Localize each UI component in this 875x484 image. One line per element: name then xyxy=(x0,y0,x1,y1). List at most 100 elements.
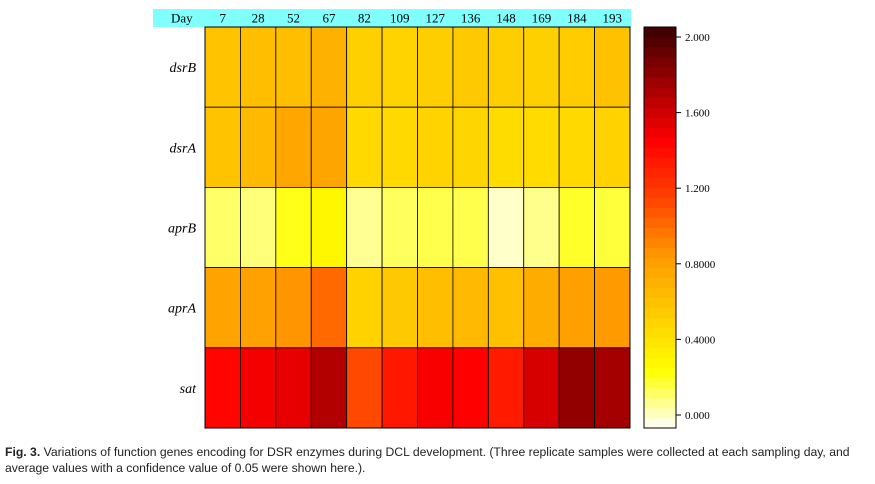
y-tick-label: aprA xyxy=(168,302,196,317)
colorbar-swatch xyxy=(644,237,676,248)
colorbar-swatch xyxy=(644,257,676,268)
x-tick-label: 136 xyxy=(461,11,481,26)
colorbar-swatch xyxy=(644,287,676,299)
heatmap-cell xyxy=(558,106,595,188)
heatmap-cell xyxy=(381,267,418,349)
heatmap-cell xyxy=(594,267,631,349)
heatmap-cell xyxy=(558,347,595,429)
heatmap-cell xyxy=(275,106,312,188)
colorbar-tick-label: 0.000 xyxy=(685,410,710,422)
x-tick-label: 28 xyxy=(252,11,265,26)
colorbar-swatch xyxy=(644,97,676,108)
colorbar-swatch xyxy=(644,407,676,419)
colorbar-swatch xyxy=(644,37,676,48)
colorbar-swatch xyxy=(644,187,676,198)
colorbar-swatch xyxy=(644,57,676,68)
colorbar-swatch xyxy=(644,27,676,38)
colorbar-swatch xyxy=(644,277,676,289)
heatmap-cell xyxy=(381,186,418,268)
colorbar-swatch xyxy=(644,367,676,379)
heatmap-cell xyxy=(452,186,489,268)
colorbar-tick-label: 2.000 xyxy=(685,32,710,44)
heatmap-cell xyxy=(381,26,418,108)
heatmap-cell xyxy=(594,186,631,268)
heatmap-cells xyxy=(204,26,631,429)
colorbar-swatch xyxy=(644,147,676,158)
heatmap-cell xyxy=(487,186,525,268)
heatmap-cell xyxy=(346,186,383,268)
heatmap-cell xyxy=(310,26,348,108)
colorbar-swatch xyxy=(644,307,676,319)
x-tick-label: 169 xyxy=(532,11,552,26)
heatmap-cell xyxy=(310,347,348,429)
heatmap-cell xyxy=(417,267,454,349)
heatmap-cell xyxy=(204,106,241,188)
colorbar-swatch xyxy=(644,337,676,349)
heatmap-cell xyxy=(523,267,560,349)
heatmap-cell xyxy=(417,106,454,188)
colorbar-tick-label: 1.200 xyxy=(685,183,710,195)
heatmap-cell xyxy=(240,267,277,349)
y-tick-labels: dsrB dsrA aprB aprA sat xyxy=(168,61,197,397)
heatmap-cell xyxy=(594,106,631,188)
heatmap-cell xyxy=(346,347,383,429)
colorbar-swatch xyxy=(644,417,676,429)
colorbar-tick-label: 0.4000 xyxy=(685,334,716,346)
colorbar-swatch xyxy=(644,267,676,279)
x-tick-label: 148 xyxy=(496,11,516,26)
colorbar-swatch xyxy=(644,227,676,238)
heatmap-cell xyxy=(346,106,383,188)
heatmap-cell xyxy=(310,267,348,349)
colorbar-border xyxy=(643,26,677,429)
colorbar-swatch xyxy=(644,177,676,188)
colorbar-swatch xyxy=(644,117,676,128)
colorbar-swatch xyxy=(644,347,676,359)
heatmap-cell xyxy=(346,26,383,108)
y-tick-label: dsrA xyxy=(170,141,197,156)
colorbar-swatch xyxy=(644,67,676,78)
x-tick-labels: 7 28 52 67 82 109 127 136 148 169 184 193 xyxy=(219,11,622,26)
heatmap-cell xyxy=(310,106,348,188)
colorbar-swatch xyxy=(644,167,676,178)
y-tick-label: aprB xyxy=(168,222,196,237)
heatmap-cell xyxy=(240,26,277,108)
heatmap-cell xyxy=(310,186,348,268)
heatmap-cell xyxy=(487,106,525,188)
colorbar-swatch xyxy=(644,247,676,258)
heatmap-cell xyxy=(275,186,312,268)
x-tick-label: 7 xyxy=(219,11,226,26)
colorbar-swatch xyxy=(644,197,676,208)
heatmap-cell xyxy=(523,186,560,268)
heatmap-cell xyxy=(417,26,454,108)
heatmap-cell xyxy=(417,186,454,268)
heatmap-cell xyxy=(240,106,277,188)
heatmap-cell xyxy=(594,26,631,108)
colorbar-swatch xyxy=(644,77,676,88)
heatmap-cell xyxy=(452,267,489,349)
heatmap-cell xyxy=(275,267,312,349)
colorbar-swatch xyxy=(644,207,676,218)
colorbar-swatch xyxy=(644,217,676,228)
y-tick-label: sat xyxy=(180,382,197,397)
heatmap-cell xyxy=(487,267,525,349)
heatmap-cell xyxy=(204,347,241,429)
caption-label: Fig. 3. xyxy=(5,445,41,459)
heatmap-cell xyxy=(452,26,489,108)
heatmap-cell xyxy=(240,186,277,268)
colorbar-swatch xyxy=(644,397,676,409)
x-tick-label: 67 xyxy=(322,11,336,26)
heatmap-cell xyxy=(381,347,418,429)
y-tick-label: dsrB xyxy=(170,61,197,76)
colorbar-swatch xyxy=(644,107,676,118)
heatmap-cell xyxy=(417,347,454,429)
x-tick-label: 193 xyxy=(603,11,623,26)
heatmap-cell xyxy=(275,347,312,429)
caption-text: Variations of function genes encoding fo… xyxy=(5,445,850,475)
colorbar-swatch xyxy=(644,377,676,389)
x-tick-label: 127 xyxy=(425,11,445,26)
heatmap-cell xyxy=(558,267,595,349)
x-tick-label: 109 xyxy=(390,11,410,26)
figure-caption: Fig. 3. Variations of function genes enc… xyxy=(5,444,870,476)
colorbar: 0.000 0.4000 0.8000 1.200 1.600 2.000 xyxy=(643,26,716,429)
colorbar-swatch xyxy=(644,387,676,399)
